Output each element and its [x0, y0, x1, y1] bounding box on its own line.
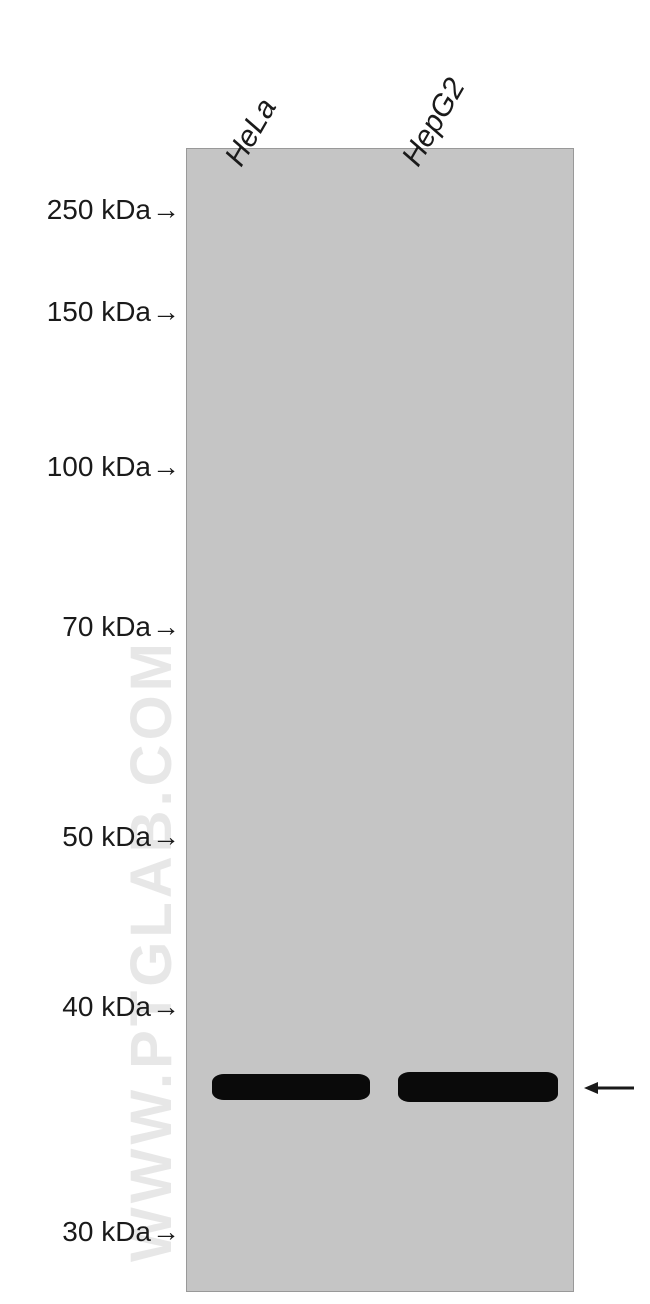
marker-label-4: 50 kDa	[28, 821, 151, 853]
marker-label-2: 100 kDa	[15, 451, 151, 483]
marker-arrow-1: →	[152, 296, 180, 328]
marker-arrow-2: →	[152, 451, 180, 483]
marker-label-1: 150 kDa	[15, 296, 151, 328]
marker-arrow-0: →	[152, 194, 180, 226]
blot-container: WWW.PTGLAB.COM HeLa HepG2 250 kDa → 150 …	[0, 0, 650, 1304]
watermark-text: WWW.PTGLAB.COM	[118, 639, 185, 1262]
marker-label-5: 40 kDa	[28, 991, 151, 1023]
blot-band-lane1	[212, 1074, 370, 1100]
marker-arrow-3: →	[152, 611, 180, 643]
blot-band-lane2	[398, 1072, 558, 1102]
marker-label-6: 30 kDa	[28, 1216, 151, 1248]
marker-arrow-4: →	[152, 821, 180, 853]
marker-arrow-5: →	[152, 991, 180, 1023]
membrane	[186, 148, 574, 1292]
marker-label-3: 70 kDa	[28, 611, 151, 643]
band-pointer-arrow	[584, 1078, 634, 1103]
marker-arrow-6: →	[152, 1216, 180, 1248]
marker-label-0: 250 kDa	[15, 194, 151, 226]
